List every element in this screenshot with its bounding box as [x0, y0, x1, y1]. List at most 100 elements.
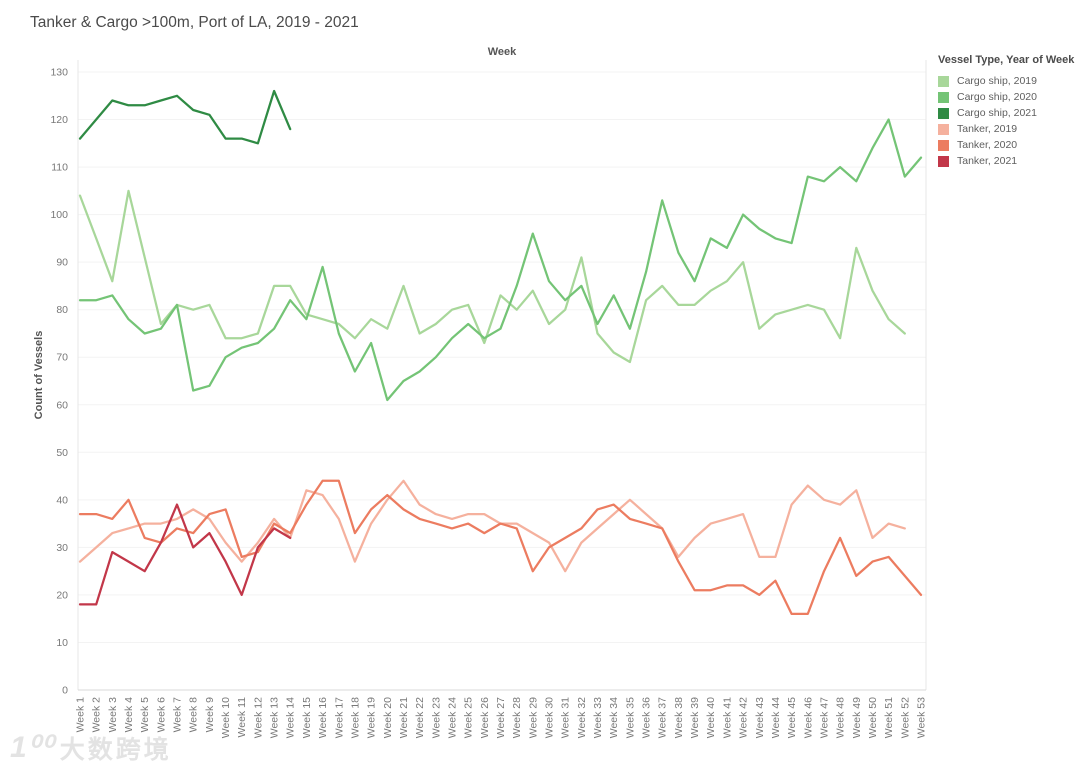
x-tick-label: Week 30: [544, 697, 556, 738]
series-line-tanker-2021[interactable]: [78, 503, 292, 606]
x-tick-label: Week 39: [689, 697, 701, 738]
x-tick-label: Week 48: [835, 697, 847, 738]
legend-item-4[interactable]: Tanker, 2019: [938, 121, 1078, 137]
x-tick-label: Week 1: [75, 697, 87, 733]
x-tick-label: Week 6: [155, 697, 167, 733]
series-line-cargo-ship-2019[interactable]: [78, 189, 906, 364]
legend-swatch-icon: [938, 75, 949, 87]
legend-item-label: Tanker, 2019: [957, 123, 1018, 135]
legend-item-label: Tanker, 2020: [957, 139, 1018, 151]
x-tick-label: Week 27: [495, 697, 507, 738]
x-tick-label: Week 19: [366, 697, 378, 738]
x-tick-label: Week 12: [252, 697, 264, 738]
x-tick-label: Week 47: [818, 697, 830, 738]
legend-swatch-icon: [938, 155, 949, 167]
x-tick-label: Week 24: [446, 697, 458, 738]
legend-item-label: Tanker, 2021: [957, 155, 1018, 167]
watermark: 1⁰⁰ 大数跨境: [10, 733, 172, 767]
y-tick-label: 60: [56, 399, 68, 411]
y-tick-label: 110: [51, 162, 68, 174]
x-tick-label: Week 23: [430, 697, 442, 738]
x-tick-label: Week 28: [511, 697, 523, 738]
x-tick-label: Week 7: [172, 697, 184, 733]
series-line-cargo-ship-2020[interactable]: [78, 118, 923, 402]
x-tick-label: Week 31: [560, 697, 572, 738]
x-tick-label: Week 29: [527, 697, 539, 738]
x-tick-label: Week 37: [657, 697, 669, 738]
legend-item-1[interactable]: Cargo ship, 2019: [938, 73, 1078, 89]
x-tick-label: Week 2: [91, 697, 103, 733]
x-tick-label: Week 53: [915, 697, 927, 738]
series-line-tanker-2019[interactable]: [78, 479, 906, 573]
x-tick-label: Week 32: [576, 697, 588, 738]
legend-swatch-icon: [938, 107, 949, 119]
y-tick-label: 120: [50, 114, 68, 126]
x-tick-label: Week 18: [349, 697, 361, 738]
x-tick-label: Week 34: [608, 697, 620, 738]
chart-title: Tanker & Cargo >100m, Port of LA, 2019 -…: [30, 14, 359, 31]
x-tick-label: Week 16: [317, 697, 329, 738]
y-tick-label: 90: [56, 257, 68, 269]
10100-logo-icon: 1⁰⁰: [10, 731, 54, 764]
x-tick-label: Week 15: [301, 697, 313, 738]
x-tick-label: Week 35: [624, 697, 636, 738]
x-tick-label: Week 38: [673, 697, 685, 738]
x-tick-label: Week 11: [236, 697, 248, 738]
y-tick-label: 70: [56, 352, 68, 364]
y-tick-label: 40: [56, 494, 68, 506]
x-tick-label: Week 40: [705, 697, 717, 738]
x-tick-label: Week 26: [479, 697, 491, 738]
x-tick-label: Week 42: [738, 697, 750, 738]
legend-swatch-icon: [938, 123, 949, 135]
x-tick-label: Week 5: [139, 697, 151, 733]
x-tick-label: Week 10: [220, 697, 232, 738]
legend-item-2[interactable]: Cargo ship, 2020: [938, 89, 1078, 105]
x-tick-label: Week 13: [269, 697, 281, 738]
x-tick-label: Week 21: [398, 697, 410, 738]
x-tick-label: Week 50: [867, 697, 879, 738]
legend-item-5[interactable]: Tanker, 2020: [938, 137, 1078, 153]
legend-swatch-icon: [938, 139, 949, 151]
y-tick-label: 30: [56, 542, 68, 554]
watermark-text: 大数跨境: [59, 736, 172, 764]
y-tick-label: 0: [62, 685, 68, 697]
y-tick-label: 20: [56, 589, 68, 601]
x-tick-label: Week 36: [641, 697, 653, 738]
legend-swatch-icon: [938, 91, 949, 103]
x-tick-label: Week 33: [592, 697, 604, 738]
x-tick-label: Week 17: [333, 697, 345, 738]
x-tick-label: Week 51: [883, 697, 895, 738]
x-tick-label: Week 8: [188, 697, 200, 733]
x-tick-label: Week 9: [204, 697, 216, 733]
x-tick-label: Week 22: [414, 697, 426, 738]
series-line-cargo-ship-2021[interactable]: [78, 89, 292, 145]
legend-item-label: Cargo ship, 2020: [957, 91, 1037, 103]
x-tick-label: Week 45: [786, 697, 798, 738]
series-line-tanker-2020[interactable]: [78, 479, 923, 616]
legend-panel: Vessel Type, Year of Week Cargo ship, 20…: [938, 54, 1078, 169]
legend-items: Cargo ship, 2019 Cargo ship, 2020 Cargo sh…: [938, 73, 1078, 169]
x-tick-label: Week 46: [802, 697, 814, 738]
x-tick-label: Week 4: [123, 697, 135, 733]
x-tick-label: Week 44: [770, 697, 782, 738]
x-tick-label: Week 52: [899, 697, 911, 738]
legend-item-label: Cargo ship, 2019: [957, 75, 1037, 87]
x-tick-label: Week 20: [382, 697, 394, 738]
x-tick-label: Week 14: [285, 697, 297, 738]
y-tick-label: 10: [56, 637, 68, 649]
y-tick-label: 50: [56, 447, 68, 459]
y-tick-label: 130: [50, 67, 68, 79]
x-axis-title: Week: [487, 46, 517, 58]
x-tick-label: Week 41: [721, 697, 733, 738]
x-tick-label: Week 3: [107, 697, 119, 733]
legend-item-label: Cargo ship, 2021: [957, 107, 1037, 119]
legend-title: Vessel Type, Year of Week: [938, 54, 1075, 66]
legend-item-3[interactable]: Cargo ship, 2021: [938, 105, 1078, 121]
y-tick-label: 100: [50, 209, 68, 221]
legend-item-6[interactable]: Tanker, 2021: [938, 153, 1078, 169]
x-tick-label: Week 49: [851, 697, 863, 738]
x-tick-label: Week 25: [463, 697, 475, 738]
x-tick-label: Week 43: [754, 697, 766, 738]
